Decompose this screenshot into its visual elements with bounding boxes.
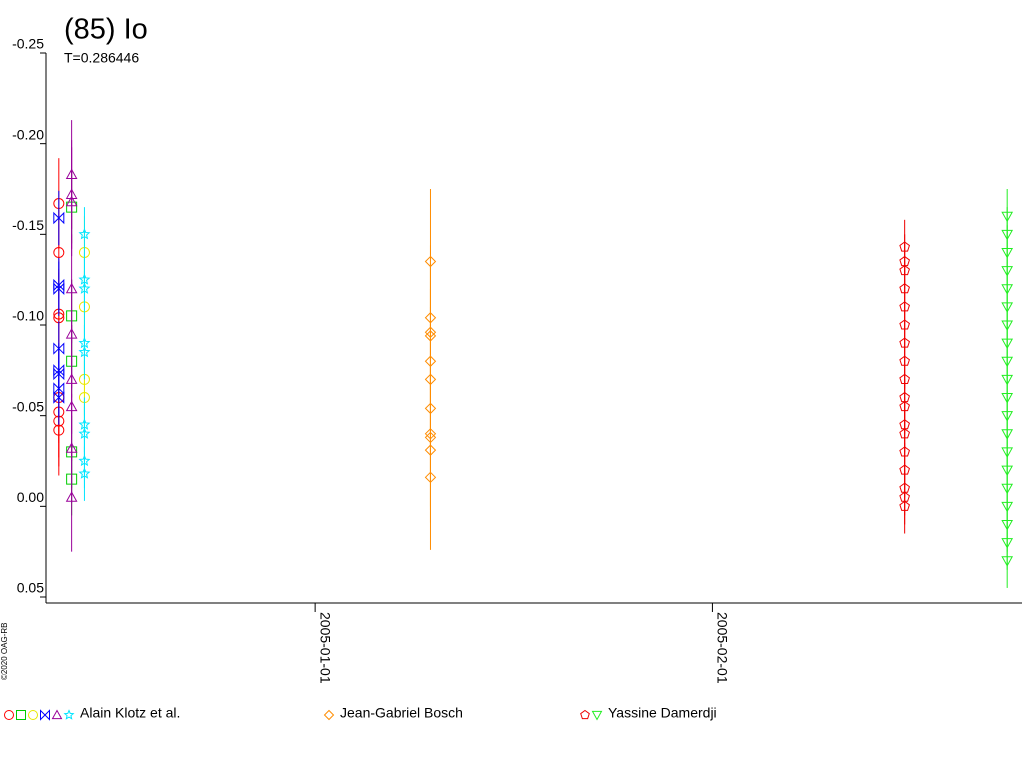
point bbox=[66, 473, 78, 485]
point bbox=[53, 247, 65, 258]
point bbox=[424, 471, 437, 484]
legend-label: Jean-Gabriel Bosch bbox=[340, 705, 463, 721]
point bbox=[53, 382, 65, 395]
point bbox=[53, 391, 65, 404]
legend-symbol bbox=[40, 709, 50, 721]
point bbox=[53, 211, 65, 225]
copyright: ©2020 OAG-RB bbox=[0, 623, 9, 680]
point bbox=[53, 308, 65, 320]
legend-symbol bbox=[3, 710, 15, 720]
legend-symbol bbox=[16, 710, 26, 720]
point bbox=[53, 415, 65, 427]
x-tick-label: 2005-01-01 bbox=[317, 612, 333, 684]
point bbox=[78, 247, 90, 258]
point bbox=[53, 312, 65, 324]
point bbox=[1001, 556, 1014, 567]
point bbox=[53, 406, 65, 418]
point bbox=[53, 198, 65, 209]
legend-symbol bbox=[580, 709, 590, 720]
y-tick-label: -0.15 bbox=[12, 217, 44, 233]
y-tick-label: 0.05 bbox=[17, 580, 44, 596]
legend-symbol bbox=[51, 709, 63, 720]
y-tick-label: -0.20 bbox=[12, 126, 44, 142]
point bbox=[66, 355, 78, 367]
point bbox=[78, 301, 90, 313]
point bbox=[66, 310, 78, 322]
x-tick-label: 2005-02-01 bbox=[715, 612, 731, 684]
point bbox=[78, 392, 90, 403]
legend-label: Yassine Damerdji bbox=[608, 705, 717, 721]
legend-symbol bbox=[591, 710, 603, 721]
chart-subtitle: T=0.286446 bbox=[64, 50, 139, 66]
point bbox=[78, 373, 90, 385]
point bbox=[65, 491, 78, 502]
legend-symbol bbox=[323, 709, 335, 721]
y-tick-label: 0.00 bbox=[17, 489, 44, 505]
point bbox=[78, 228, 91, 240]
point bbox=[53, 424, 65, 436]
y-tick-label: -0.05 bbox=[12, 398, 44, 414]
point bbox=[53, 367, 65, 381]
point bbox=[78, 345, 91, 358]
legend-symbol bbox=[27, 710, 39, 720]
point bbox=[53, 282, 65, 295]
point bbox=[899, 491, 911, 502]
legend-label: Alain Klotz et al. bbox=[80, 705, 180, 721]
y-tick-label: -0.10 bbox=[12, 308, 44, 324]
point bbox=[53, 342, 65, 355]
point bbox=[66, 201, 78, 213]
point bbox=[78, 467, 91, 479]
point bbox=[65, 195, 78, 207]
legend-symbol bbox=[63, 709, 75, 720]
point bbox=[78, 282, 91, 294]
y-tick-label: -0.25 bbox=[12, 36, 44, 52]
chart-title: (85) Io bbox=[64, 14, 148, 46]
